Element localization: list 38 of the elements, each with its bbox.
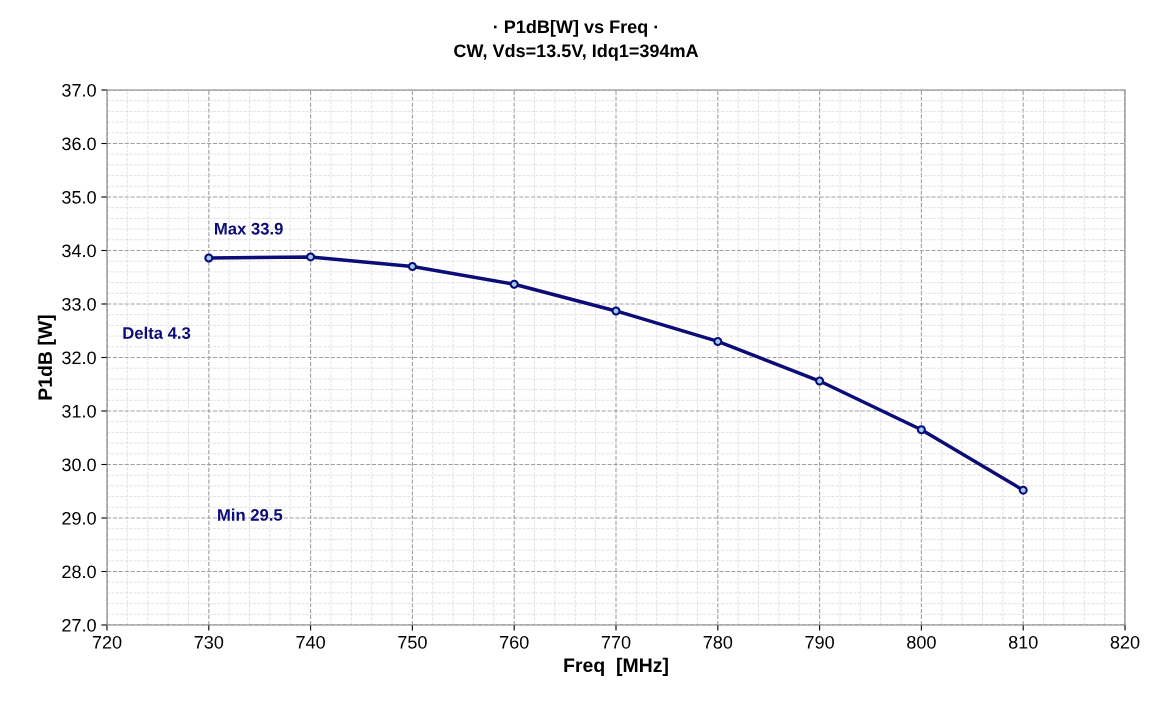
y-axis-title: P1dB [W] [37,315,56,400]
point [204,253,214,263]
x-tick-label: 820 [1110,635,1140,649]
y-tick-label: 34.0 [62,244,96,258]
point [713,336,723,346]
annotation: Delta 4.3 [123,326,191,339]
y-tick-label: 29.0 [62,511,96,525]
y-tick-label: 37.0 [62,83,96,97]
y-tick-label: 35.0 [62,190,96,204]
x-tick-label: 810 [1008,635,1038,649]
chart-subtitle: CW, Vds=13.5V, Idq1=394mA [454,43,699,61]
y-tick-label: 32.0 [62,351,96,365]
annotation: Min 29.5 [218,508,283,521]
point [306,252,316,262]
point [407,262,417,272]
point [815,376,825,386]
x-tick-label: 800 [907,635,936,649]
x-tick-label: 790 [805,635,834,649]
y-tick-label: 27.0 [62,618,96,632]
y-tick-label: 28.0 [62,565,96,579]
y-tick-label: 36.0 [62,137,96,151]
y-tick-label: 33.0 [62,297,96,311]
x-tick-label: 750 [398,635,427,649]
x-tick-label: 720 [92,635,122,649]
x-tick-label: 770 [601,635,631,649]
point [509,279,519,289]
annotation: Max 33.9 [215,222,283,235]
point [1018,485,1028,495]
point [916,425,926,435]
x-tick-label: 730 [194,635,224,649]
y-tick-label: 31.0 [62,404,96,418]
y-tick-label: 30.0 [62,458,96,472]
x-tick-label: 740 [296,635,325,649]
x-tick-label: 760 [500,635,529,649]
point [611,306,621,316]
x-axis-title: Freq [MHz] [564,657,668,676]
x-tick-label: 780 [703,635,733,649]
chart-title: · P1dB[W] vs Freq · [493,19,658,37]
